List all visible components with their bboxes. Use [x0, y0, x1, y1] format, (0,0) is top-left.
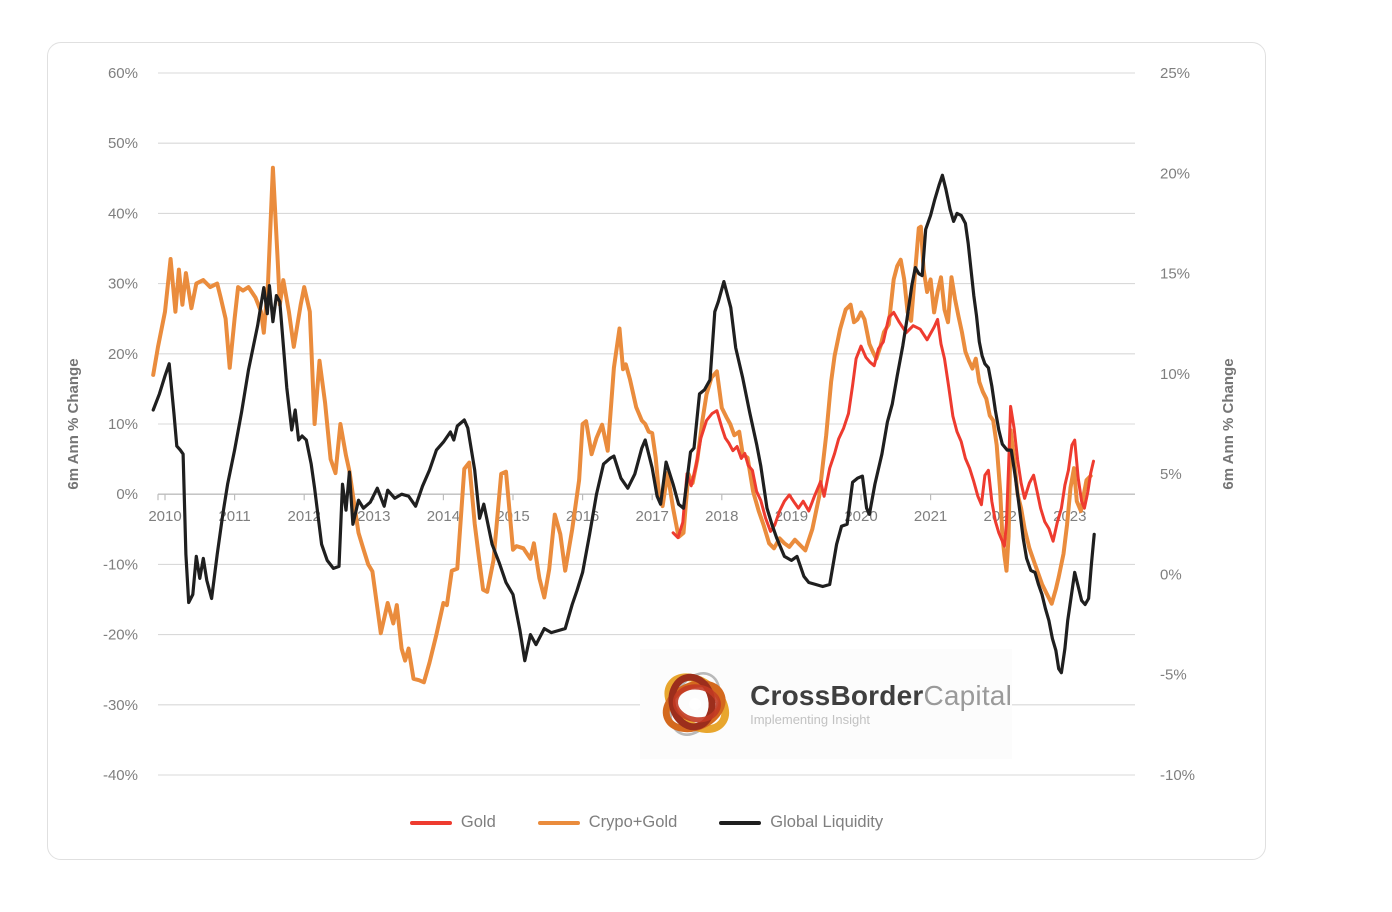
legend-label-global-liquidity: Global Liquidity	[770, 813, 884, 831]
x-axis-tick-label: 2015	[496, 508, 529, 525]
logo-swirl-icon	[662, 672, 730, 736]
legend-swatch-global-liquidity	[719, 820, 762, 825]
right-axis-tick-label: 0%	[1160, 566, 1182, 583]
legend-swatch-gold	[409, 820, 452, 825]
left-axis-tick-label: 30%	[108, 276, 138, 293]
logo-tagline: Implementing Insight	[750, 712, 871, 728]
legend-label-crypo-gold: Crypo+Gold	[588, 813, 678, 831]
legend-label-gold: Gold	[460, 813, 496, 831]
left-axis-tick-label: -30%	[103, 697, 138, 714]
logo-text: CrossBorderCapital Implementing Insight	[750, 681, 1012, 727]
right-axis-title: 6m Ann % Change	[1220, 358, 1237, 489]
x-axis-tick-label: 2014	[427, 508, 460, 525]
right-axis-tick-label: -10%	[1160, 767, 1195, 784]
right-axis-tick-label: 15%	[1160, 266, 1190, 283]
left-axis-tick-label: 0%	[116, 486, 138, 503]
legend-swatch-crypo-gold	[537, 820, 580, 825]
legend-item-global-liquidity: Global Liquidity	[719, 813, 883, 832]
x-axis-tick-label: 2010	[148, 508, 181, 525]
left-axis-tick-label: 60%	[108, 65, 138, 82]
logo-brand: CrossBorderCapital	[750, 681, 1012, 710]
left-axis-tick-label: 50%	[108, 135, 138, 152]
right-axis-tick-label: 20%	[1160, 165, 1190, 182]
series-line-global-liquidity	[151, 173, 1096, 675]
x-axis-tick-label: 2019	[775, 508, 808, 525]
axis-tick-marks	[157, 494, 1071, 501]
left-axis-tick-label: -20%	[103, 627, 138, 644]
left-axis-tick-label: -40%	[103, 767, 138, 784]
series-line-crypo-gold	[151, 165, 1093, 685]
logo-brand-light: Capital	[923, 679, 1012, 711]
right-axis-tick-label: 25%	[1160, 65, 1190, 82]
left-axis-title: 6m Ann % Change	[65, 358, 82, 489]
right-axis-tick-label: 5%	[1160, 466, 1182, 483]
x-axis-tick-label: 2013	[357, 508, 390, 525]
crossborder-capital-logo: CrossBorderCapital Implementing Insight	[640, 649, 1012, 759]
left-axis-tick-label: 40%	[108, 205, 138, 222]
series-line-gold	[671, 310, 1095, 548]
x-axis-tick-label: 2011	[218, 508, 250, 525]
x-axis-tick-label: 2017	[636, 508, 669, 525]
right-axis-tick-label: 10%	[1160, 366, 1190, 383]
legend-item-crypo-gold: Crypo+Gold	[537, 813, 678, 832]
series-lines	[151, 165, 1096, 685]
chart-legend: Gold Crypo+Gold Global Liquidity	[158, 813, 1135, 832]
left-axis-tick-label: -10%	[103, 556, 138, 573]
left-axis-tick-label: 20%	[108, 346, 138, 363]
x-axis-tick-label: 2012	[288, 508, 321, 525]
x-axis-tick-label: 2018	[705, 508, 738, 525]
right-axis-tick-label: -5%	[1160, 667, 1187, 684]
legend-item-gold: Gold	[409, 813, 496, 832]
x-axis-tick-label: 2021	[914, 508, 947, 525]
logo-brand-bold: CrossBorder	[750, 679, 924, 711]
left-axis-tick-label: 10%	[108, 416, 138, 433]
